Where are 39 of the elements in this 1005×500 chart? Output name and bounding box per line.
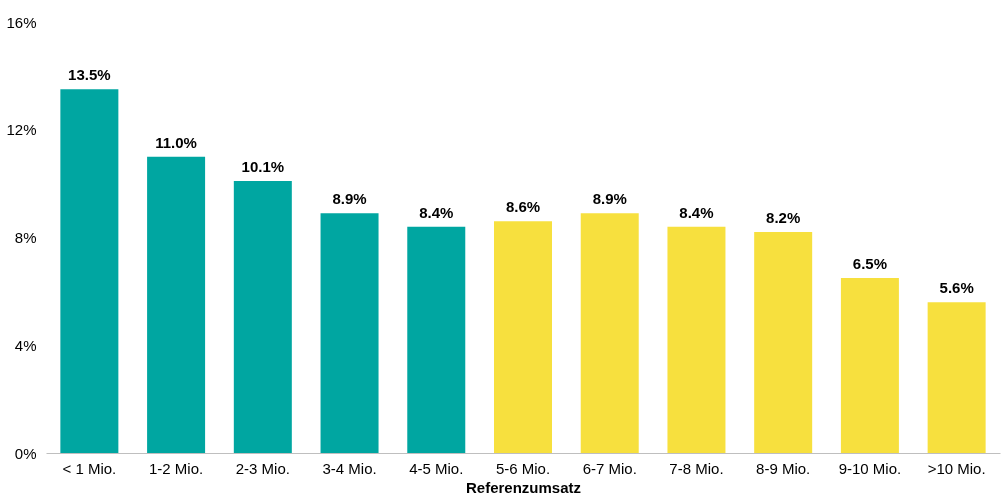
data-label: 8.4%: [419, 203, 454, 221]
x-tick-label: 1-2 Mio.: [149, 459, 204, 477]
x-tick-label: 2-3 Mio.: [235, 459, 290, 477]
x-tick-label: 6-7 Mio.: [582, 459, 637, 477]
data-label: 8.2%: [766, 209, 801, 227]
bar: [754, 232, 813, 453]
data-label: 6.5%: [852, 254, 888, 272]
bar: [233, 180, 292, 453]
y-tick-label: 4%: [14, 336, 37, 354]
bar: [494, 221, 552, 453]
bar: [927, 302, 986, 453]
y-tick-label: 8%: [14, 229, 37, 246]
bar: [60, 89, 119, 453]
bar: [147, 156, 206, 453]
data-label: 10.1%: [241, 157, 285, 175]
y-tick-label: 12%: [6, 121, 37, 139]
data-label: 8.9%: [332, 190, 367, 208]
bar: [320, 213, 379, 453]
bar: [840, 277, 899, 453]
x-tick-label: 7-8 Mio.: [669, 459, 724, 477]
data-label: 8.6%: [505, 198, 541, 216]
bar: [407, 226, 466, 453]
x-tick-label: 8-9 Mio.: [756, 459, 811, 477]
bar: [580, 213, 639, 453]
data-label: 5.6%: [939, 279, 974, 297]
y-tick-label: 0%: [14, 444, 37, 462]
data-label: 13.5%: [68, 66, 111, 84]
data-label: 11.0%: [155, 133, 197, 151]
data-label: 8.9%: [592, 190, 627, 208]
x-tick-label: 9-10 Mio.: [838, 459, 902, 477]
x-tick-label: 5-6 Mio.: [495, 459, 551, 477]
y-tick-label: 16%: [6, 13, 37, 31]
x-tick-label: < 1 Mio.: [62, 459, 117, 477]
x-tick-label: 4-5 Mio.: [409, 459, 464, 477]
x-tick-label: 3-4 Mio.: [322, 459, 377, 477]
x-axis-title: Referenzumsatz: [465, 478, 582, 496]
data-label: 8.4%: [679, 203, 714, 221]
bar: [667, 226, 726, 453]
x-tick-label: >10 Mio.: [927, 459, 986, 477]
